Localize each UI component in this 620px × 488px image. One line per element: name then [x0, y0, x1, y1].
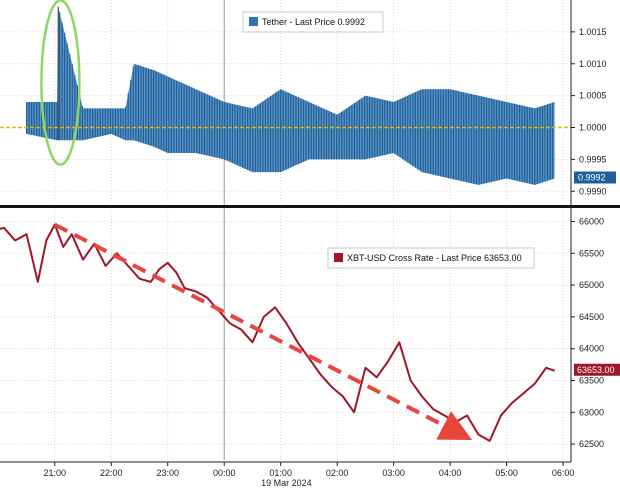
x-tick-label: 05:00 [495, 468, 518, 478]
xbt-legend-swatch [334, 253, 343, 262]
tether-last-price-value: 0.9992 [578, 173, 606, 183]
x-tick-label: 03:00 [382, 468, 405, 478]
y-tick-label: 1.0015 [579, 27, 607, 37]
xbt-legend-box [327, 247, 535, 269]
downtrend-arrow [53, 222, 473, 441]
y-tick-label: 65500 [579, 248, 604, 258]
y-tick-label: 62500 [579, 439, 604, 449]
gridlines [0, 0, 571, 460]
x-tick-label: 06:00 [552, 468, 575, 478]
y-tick-label: 63000 [579, 407, 604, 417]
tether-legend-label: Tether - Last Price 0.9992 [262, 17, 365, 27]
x-date-label: 19 Mar 2024 [261, 478, 312, 488]
y-tick-label: 1.0005 [579, 91, 607, 101]
y-tick-label: 1.0000 [579, 123, 607, 133]
highlight-ellipse [40, 0, 81, 166]
xbt-legend-label: XBT-USD Cross Rate - Last Price 63653.00 [347, 253, 522, 263]
x-tick-label: 00:00 [213, 468, 236, 478]
xbt-panel: XBT-USD Cross Rate - Last Price 63653.00 [0, 222, 555, 442]
x-tick-label: 01:00 [269, 468, 292, 478]
y-tick-label: 63500 [579, 375, 604, 385]
x-tick-label: 22:00 [100, 468, 123, 478]
tether-legend-swatch [249, 17, 258, 26]
y-tick-label: 1.0010 [579, 59, 607, 69]
y-tick-label: 0.9995 [579, 154, 607, 164]
tether-last-price-tag [574, 171, 616, 184]
x-tick-label: 21:00 [44, 468, 67, 478]
tether-panel: Tether - Last Price 0.9992 [0, 0, 571, 185]
x-tick-label: 04:00 [439, 468, 462, 478]
y-tick-label: 64500 [579, 312, 604, 322]
x-tick-label: 02:00 [326, 468, 349, 478]
y-tick-label: 0.9990 [579, 186, 607, 196]
xbt-last-price-value: 63653.00 [577, 365, 615, 375]
tether-legend-box [242, 11, 384, 33]
y-tick-label: 65000 [579, 280, 604, 290]
y-tick-label: 66000 [579, 216, 604, 226]
x-tick-label: 23:00 [156, 468, 179, 478]
xbt-last-price-tag [574, 363, 620, 376]
y-tick-label: 64000 [579, 344, 604, 354]
